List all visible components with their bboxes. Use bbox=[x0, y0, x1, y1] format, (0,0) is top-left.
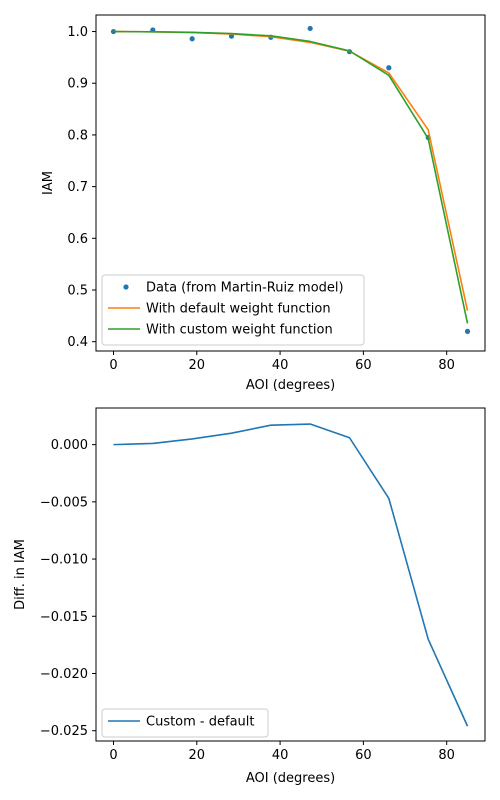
y-axis-label: Diff. in IAM bbox=[13, 539, 28, 610]
chart-panel-1: 0 20 40 60 80 0.4 0.5 0.6 0.7 0.8 0.9 1.0 AOI (degre… bbox=[41, 14, 486, 393]
data-point bbox=[386, 65, 392, 71]
x-axis-label: AOI (degrees) bbox=[246, 378, 335, 393]
x-tick-label: 0 bbox=[109, 748, 117, 763]
y-tick-label: 0.000 bbox=[51, 438, 88, 453]
y-tick-label: 0.5 bbox=[67, 284, 88, 299]
data-point bbox=[189, 36, 195, 42]
legend-label: Custom - default bbox=[146, 715, 255, 730]
x-tick-label: 80 bbox=[438, 358, 455, 373]
x-tick-label: 40 bbox=[272, 358, 289, 373]
y-tick-label: −0.015 bbox=[40, 610, 88, 625]
y-tick-label: 0.4 bbox=[67, 335, 88, 350]
x-tick-label: 60 bbox=[355, 358, 372, 373]
y-tick-label: 0.6 bbox=[67, 232, 88, 247]
x-tick-label: 20 bbox=[189, 748, 206, 763]
series-line-2 bbox=[113, 30, 469, 311]
y-tick-label: −0.020 bbox=[40, 667, 88, 682]
y-tick-label: 0.7 bbox=[67, 180, 88, 195]
x-tick-label: 60 bbox=[355, 748, 372, 763]
legend: Data (from Martin-Ruiz model) With defaul… bbox=[101, 274, 365, 346]
x-tick-label: 20 bbox=[189, 358, 206, 373]
x-tick-label: 40 bbox=[272, 748, 289, 763]
legend: Custom - default bbox=[101, 708, 269, 738]
y-tick-label: −0.005 bbox=[40, 495, 88, 510]
y-tick-label: −0.025 bbox=[40, 724, 88, 739]
y-tick-label: 1.0 bbox=[67, 25, 88, 40]
series-line-1 bbox=[113, 423, 469, 727]
x-tick-label: 0 bbox=[109, 358, 117, 373]
legend-label: With default weight function bbox=[146, 302, 331, 317]
legend-label: Data (from Martin-Ruiz model) bbox=[146, 281, 344, 296]
legend-box bbox=[101, 708, 269, 738]
legend-marker bbox=[123, 284, 129, 290]
series-line-3 bbox=[113, 30, 469, 324]
x-tick-label: 80 bbox=[438, 748, 455, 763]
legend-label: With custom weight function bbox=[146, 323, 333, 338]
axes-frame bbox=[95, 14, 486, 352]
y-tick-label: 0.9 bbox=[67, 77, 88, 92]
legend-box bbox=[101, 274, 365, 346]
y-tick-label: −0.010 bbox=[40, 553, 88, 568]
chart-panel-2: 0 20 40 60 80 0.000 −0.005 −0.010 −0.015 −0.020 −0… bbox=[13, 407, 486, 786]
y-tick-label: 0.8 bbox=[67, 128, 88, 143]
y-axis-label: IAM bbox=[41, 171, 56, 195]
axes-frame bbox=[95, 407, 486, 742]
x-axis-label: AOI (degrees) bbox=[246, 771, 335, 786]
data-point bbox=[307, 25, 313, 32]
data-point bbox=[464, 328, 471, 334]
